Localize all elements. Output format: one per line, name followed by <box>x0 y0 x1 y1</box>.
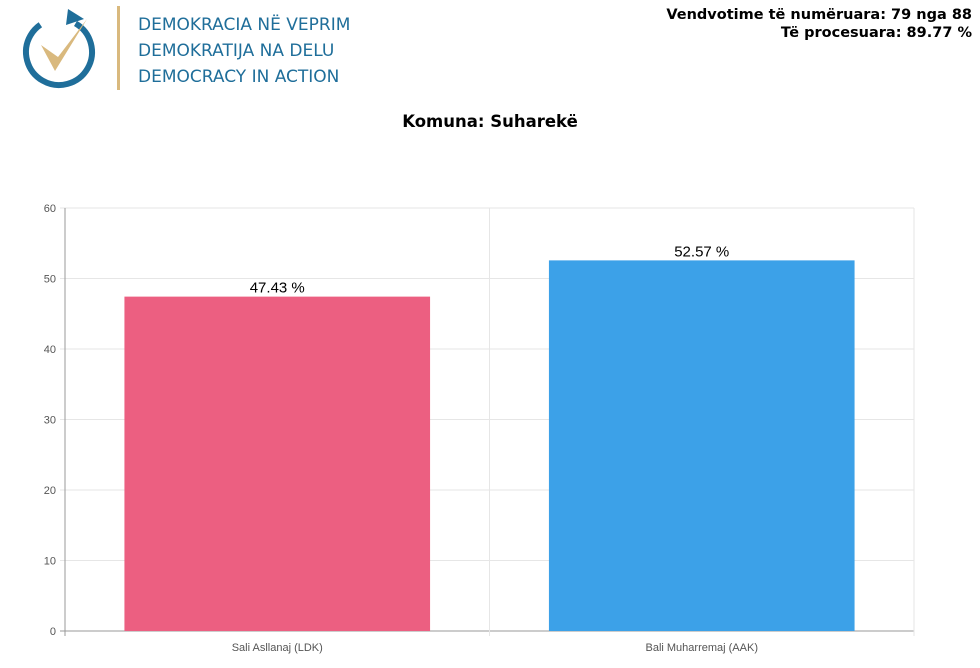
processed-percent: Të procesuara: 89.77 % <box>780 25 972 41</box>
chart-title: Komuna: Suharekë <box>402 112 578 131</box>
counting-stats: Vendvotime të numëruara: 79 nga 88 Të pr… <box>666 6 972 42</box>
organization-names: DEMOKRACIA NË VEPRIM DEMOKRATIJA NA DELU… <box>138 12 350 90</box>
org-name-albanian: DEMOKRACIA NË VEPRIM <box>138 15 351 35</box>
bar <box>124 296 431 631</box>
org-name-english: DEMOCRACY IN ACTION <box>138 67 340 87</box>
data-label: 47.43 % <box>250 280 305 297</box>
bar <box>548 260 855 631</box>
y-tick-label: 0 <box>50 626 56 638</box>
logo-divider <box>117 6 120 90</box>
y-tick-label: 50 <box>44 274 56 286</box>
y-tick-label: 30 <box>44 415 56 427</box>
y-tick-label: 20 <box>44 485 56 497</box>
category-label: Sali Asllanaj (LDK) <box>232 642 323 654</box>
org-name-serbian: DEMOKRATIJA NA DELU <box>138 41 335 61</box>
category-label: Bali Muharremaj (AAK) <box>646 642 758 654</box>
y-tick-label: 60 <box>44 203 56 215</box>
stations-counted: Vendvotime të numëruara: 79 nga 88 <box>666 7 972 23</box>
y-tick-label: 10 <box>44 556 56 568</box>
democracy-in-action-logo <box>23 9 95 88</box>
y-tick-label: 40 <box>44 344 56 356</box>
data-label: 52.57 % <box>674 243 729 260</box>
